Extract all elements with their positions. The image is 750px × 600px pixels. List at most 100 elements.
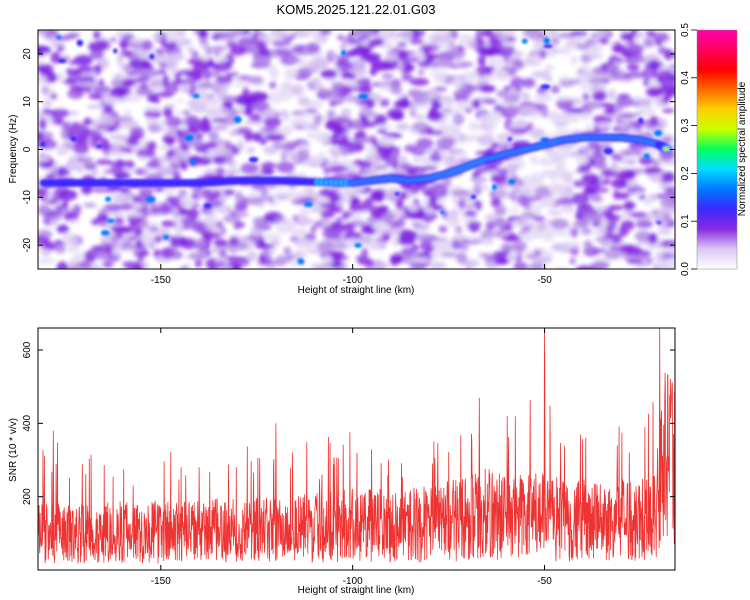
heatmap-cell <box>284 57 303 63</box>
heatmap-cell <box>451 50 466 59</box>
heatmap-cell <box>360 103 368 116</box>
heatmap-cell <box>497 168 509 176</box>
heatmap-cell <box>252 132 263 142</box>
heatmap-cell <box>621 78 634 83</box>
heatmap-cell <box>57 58 67 64</box>
heatmap-cell <box>663 160 675 166</box>
heatmap-cell <box>438 225 448 233</box>
heatmap-cell <box>440 252 461 258</box>
snr-y-tick-label: 600 <box>22 341 33 358</box>
snr-x-label: Height of straight line (km) <box>298 585 415 596</box>
heatmap-cell <box>375 226 396 239</box>
heatmap-cell <box>647 59 660 70</box>
heatmap-cell <box>233 116 242 124</box>
heatmap-cell <box>131 264 144 269</box>
heatmap-cell <box>188 252 208 260</box>
snr-y-ticks: 200 400 600 <box>22 341 675 505</box>
heatmap-cell <box>651 70 658 75</box>
heatmap-cell <box>439 99 448 104</box>
heatmap-cell <box>445 102 454 110</box>
heatmap-cell <box>636 97 653 106</box>
heatmap-cell <box>199 123 212 134</box>
heatmap-cell <box>384 156 400 166</box>
heatmap-cell <box>278 110 286 117</box>
heatmap-cell <box>484 236 491 246</box>
heatmap-cell <box>50 93 57 100</box>
heatmap-cell <box>188 124 199 135</box>
heatmap-cell <box>454 225 463 234</box>
heatmap-cell <box>351 46 370 55</box>
heatmap-cell <box>89 49 105 60</box>
heatmap-cell <box>109 133 126 141</box>
heatmap-cell <box>487 57 504 67</box>
heatmap-cell <box>643 198 653 206</box>
heatmap-cell <box>649 115 659 127</box>
heatmap-cell <box>357 258 373 266</box>
heatmap-cell <box>106 150 127 157</box>
heatmap-y-tick-label: -10 <box>22 190 33 205</box>
heatmap-cell <box>541 169 557 177</box>
heatmap-cell <box>377 124 393 130</box>
heatmap-cell <box>162 74 170 86</box>
heatmap-cell <box>399 57 419 63</box>
heatmap-cell <box>174 250 182 260</box>
heatmap-cell <box>68 219 81 225</box>
heatmap-cell <box>249 92 268 99</box>
heatmap-cell <box>210 117 226 123</box>
heatmap-cell <box>439 116 448 128</box>
heatmap-cell <box>555 159 566 169</box>
heatmap-cell <box>295 60 313 67</box>
heatmap-cell <box>336 34 344 41</box>
heatmap-cell <box>103 203 123 212</box>
snr-x-tick-label: -50 <box>537 576 552 587</box>
heatmap-cell <box>377 128 388 134</box>
heatmap-cell <box>124 160 135 170</box>
heatmap-cell <box>471 185 490 191</box>
heatmap-cell <box>110 78 125 88</box>
heatmap-cell <box>224 204 232 214</box>
heatmap-cell <box>544 64 555 73</box>
heatmap-cell <box>512 219 521 227</box>
heatmap-cell <box>164 116 182 128</box>
heatmap-cell <box>126 137 140 147</box>
heatmap-cell <box>264 161 273 167</box>
heatmap-cell <box>155 256 165 263</box>
heatmap-cell <box>267 194 275 204</box>
heatmap-cell <box>416 138 434 149</box>
heatmap-cell <box>246 146 255 155</box>
heatmap-y-label: Frequency (Hz) <box>8 115 19 184</box>
heatmap-cell <box>428 196 438 206</box>
heatmap-cell <box>531 70 551 79</box>
heatmap-cell <box>303 233 316 239</box>
heatmap-cell <box>264 118 282 126</box>
heatmap-cell <box>478 253 494 258</box>
heatmap-cell <box>272 48 293 57</box>
heatmap-x-tick-label: -100 <box>343 275 363 286</box>
heatmap-cell <box>461 33 472 40</box>
heatmap-cell <box>656 221 662 225</box>
heatmap-cell <box>648 232 658 244</box>
heatmap-cell <box>123 93 142 103</box>
heatmap-cell <box>220 33 237 38</box>
heatmap-cell <box>215 55 229 63</box>
heatmap-cell <box>643 39 655 48</box>
heatmap-cell <box>410 30 421 39</box>
heatmap-cell <box>381 232 391 242</box>
heatmap-cell <box>98 222 108 228</box>
heatmap-cell <box>635 219 654 229</box>
heatmap-cell <box>233 220 242 230</box>
heatmap-cell <box>108 212 128 218</box>
heatmap-cell <box>73 54 93 66</box>
heatmap-cell <box>258 254 266 266</box>
heatmap-y-tick-label: 0 <box>22 146 33 152</box>
heatmap-cell <box>569 226 579 238</box>
heatmap-cell <box>420 238 432 251</box>
heatmap-cell <box>563 204 575 214</box>
heatmap-cell <box>164 189 175 196</box>
heatmap-cell <box>558 75 573 81</box>
heatmap-cell <box>38 139 58 150</box>
heatmap-cell <box>569 79 582 85</box>
heatmap-cell <box>654 129 663 137</box>
heatmap-cell <box>652 159 660 169</box>
heatmap-cell <box>323 89 341 96</box>
